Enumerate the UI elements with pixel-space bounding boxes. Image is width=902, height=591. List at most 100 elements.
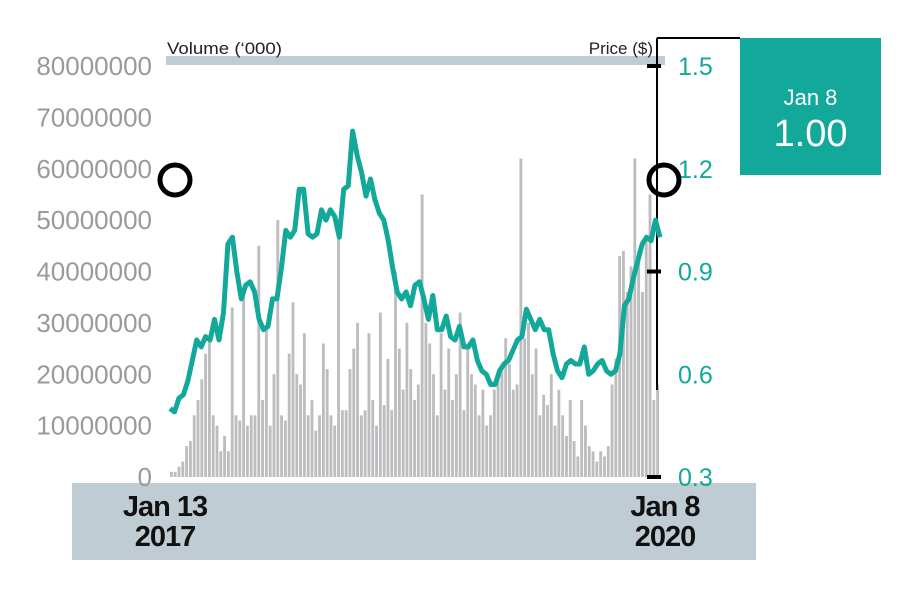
volume-bar <box>272 374 276 477</box>
volume-bar <box>409 369 413 477</box>
volume-bar <box>192 415 196 477</box>
left-axis-label: Volume (‘000) <box>167 39 282 58</box>
volume-bar <box>610 384 614 477</box>
volume-bar <box>299 384 302 477</box>
volume-bar <box>485 425 489 477</box>
volume-bar <box>268 425 272 477</box>
volume-bar <box>568 399 572 477</box>
volume-bar <box>492 389 496 477</box>
volume-bar <box>420 194 424 477</box>
right-marker-circle <box>646 162 682 198</box>
volume-bar <box>257 245 261 477</box>
volume-bar <box>470 374 473 477</box>
left-tick-label: 10000000 <box>36 411 152 441</box>
x-start-date: Jan 13 <box>122 491 208 523</box>
volume-bar <box>481 389 485 477</box>
right-tick-mark <box>647 64 661 68</box>
volume-bar <box>542 394 546 477</box>
volume-bar <box>185 446 189 477</box>
volume-bar <box>637 250 641 477</box>
top-band <box>166 56 665 65</box>
volume-bar <box>546 405 549 477</box>
volume-bar <box>352 348 356 477</box>
volume-bar <box>337 220 340 477</box>
current-date: Jan 8 <box>783 85 838 110</box>
volume-bar <box>223 435 227 477</box>
volume-bar <box>363 410 367 477</box>
volume-bar <box>321 343 325 477</box>
volume-bar <box>618 256 622 477</box>
volume-bar <box>561 415 565 477</box>
volume-bar <box>580 399 584 477</box>
volume-bar <box>565 435 568 477</box>
volume-bar <box>230 307 234 477</box>
volume-bar <box>477 415 481 477</box>
volume-bar <box>359 415 363 477</box>
volume-bar <box>207 338 211 477</box>
volume-bar <box>264 328 268 477</box>
volume-bar <box>504 338 508 477</box>
right-axis-label: Price ($) <box>589 39 653 58</box>
volume-bar <box>215 425 219 477</box>
left-tick-label: 0 <box>138 462 152 492</box>
price-line <box>168 128 663 415</box>
volume-bar <box>527 322 530 477</box>
volume-bar <box>641 292 644 477</box>
volume-bar <box>253 415 257 477</box>
volume-bar <box>181 461 185 477</box>
right-tick-label: 0.9 <box>678 259 713 287</box>
volume-bar <box>211 415 215 477</box>
volume-bar <box>245 425 249 477</box>
volume-bar <box>511 389 515 477</box>
volume-bar <box>489 415 492 477</box>
volume-bar <box>333 425 337 477</box>
volume-bar <box>447 348 451 477</box>
volume-bar <box>519 158 523 477</box>
right-tick-label: 1.5 <box>678 53 713 81</box>
volume-bar <box>523 338 527 477</box>
volume-bar <box>238 420 242 477</box>
volume-bar <box>515 384 519 477</box>
left-marker-circle <box>157 162 193 198</box>
volume-bar <box>454 374 458 477</box>
volume-bar <box>401 389 405 477</box>
volume-bar <box>473 384 477 477</box>
x-end-date: Jan 8 <box>630 491 700 523</box>
volume-bar <box>553 425 557 477</box>
volume-bar <box>656 384 660 477</box>
volume-bar <box>435 415 439 477</box>
volume-bar <box>382 405 386 477</box>
volume-bar <box>439 333 443 477</box>
volume-bar <box>458 312 462 477</box>
volume-bar <box>295 374 299 477</box>
volume-bar <box>378 312 382 477</box>
volume-bar <box>648 194 652 477</box>
volume-bar <box>606 446 610 477</box>
volume-bar <box>466 343 470 477</box>
left-tick-label: 70000000 <box>36 102 152 132</box>
volume-bar <box>314 430 318 477</box>
volume-bar <box>614 358 618 477</box>
left-tick-label: 60000000 <box>36 154 152 184</box>
volume-bar <box>652 399 656 477</box>
volume-bar <box>306 415 310 477</box>
volume-bar <box>291 302 295 477</box>
volume-bar <box>508 363 511 477</box>
volume-bar <box>287 353 291 477</box>
volume-bar <box>500 363 504 477</box>
x-start-year: 2017 <box>134 521 197 553</box>
volume-bar <box>432 374 435 477</box>
left-tick-label: 80000000 <box>36 51 152 81</box>
volume-bar <box>405 322 409 477</box>
volume-bar <box>591 451 595 477</box>
volume-bar <box>625 292 629 477</box>
volume-bar <box>318 415 321 477</box>
volume-bar <box>538 415 542 477</box>
volume-bar <box>534 348 538 477</box>
left-tick-label: 50000000 <box>36 205 152 235</box>
left-tick-label: 30000000 <box>36 308 152 338</box>
volume-bar <box>310 399 314 477</box>
volume-bar <box>188 441 192 477</box>
volume-bar <box>413 399 416 477</box>
